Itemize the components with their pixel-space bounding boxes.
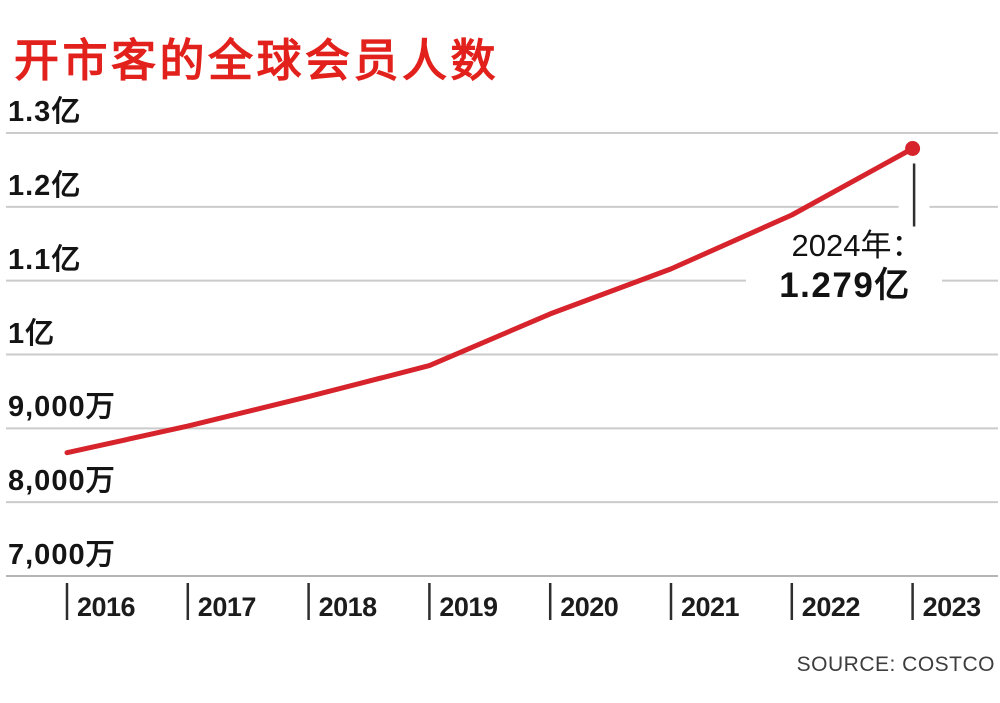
annotation-value-label: 1.279亿 <box>779 266 911 305</box>
y-axis-label: 1.3亿 <box>8 96 82 128</box>
y-axis-label: 8,000万 <box>8 465 116 498</box>
y-axis-label: 1.1亿 <box>8 243 82 276</box>
membership-line-series <box>64 146 916 456</box>
x-axis-label: 2019 <box>439 592 498 622</box>
last-point-annotation: 2024年： 1.279亿 <box>746 229 942 306</box>
annotation-year-label: 2024年： <box>791 228 923 263</box>
x-axis-label: 2022 <box>801 592 861 622</box>
source-note: SOURCE: COSTCO <box>796 653 995 676</box>
x-axis-label: 2020 <box>560 592 619 622</box>
x-axis-label: 2016 <box>77 592 136 622</box>
x-axis-label: 2018 <box>318 592 378 622</box>
chart-title: 开市客的全球会员人数 <box>14 35 500 86</box>
last-point-dot <box>905 141 921 157</box>
y-axis-label: 7,000万 <box>8 539 116 571</box>
annotation-background <box>746 228 942 322</box>
x-axis-label: 2023 <box>922 592 982 622</box>
y-axis-label: 1亿 <box>8 317 56 350</box>
y-axis-label: 9,000万 <box>8 391 116 424</box>
y-axis-label: 1.2亿 <box>8 169 82 202</box>
x-axis-label: 2021 <box>681 592 740 622</box>
x-axis-label: 2017 <box>197 592 257 622</box>
